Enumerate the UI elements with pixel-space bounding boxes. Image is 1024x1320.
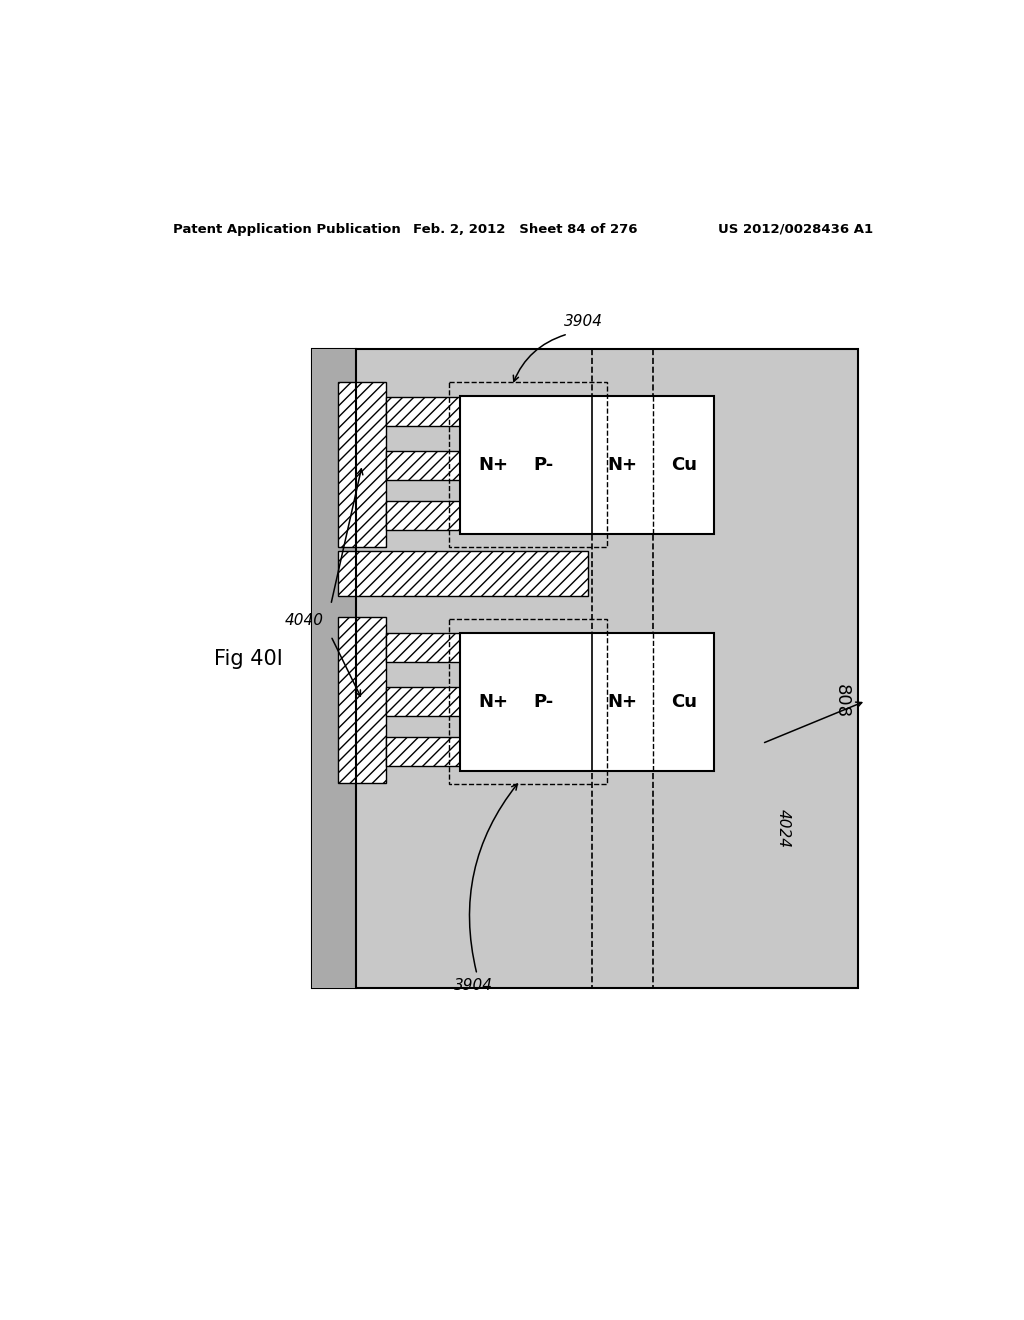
Bar (339, 381, 386, 548)
Bar (386, 502, 462, 531)
Bar (386, 686, 462, 715)
Text: N+: N+ (608, 455, 638, 474)
Bar (339, 552, 589, 595)
Text: 3904: 3904 (564, 314, 603, 330)
Bar (386, 737, 462, 766)
Bar (449, 619, 607, 784)
Bar (339, 618, 386, 783)
Text: 808: 808 (833, 684, 850, 718)
Text: N+: N+ (478, 693, 508, 711)
Text: 3904: 3904 (454, 978, 493, 994)
Text: Fig 40I: Fig 40I (214, 649, 283, 669)
Bar (386, 397, 462, 426)
Text: Cu: Cu (671, 693, 696, 711)
Text: US 2012/0028436 A1: US 2012/0028436 A1 (719, 223, 873, 236)
Bar (311, 350, 356, 989)
Text: N+: N+ (608, 693, 638, 711)
Text: P-: P- (534, 455, 554, 474)
Text: Cu: Cu (671, 455, 696, 474)
Bar (449, 381, 607, 548)
Text: P-: P- (534, 693, 554, 711)
Bar (460, 396, 714, 535)
Text: Feb. 2, 2012   Sheet 84 of 276: Feb. 2, 2012 Sheet 84 of 276 (413, 223, 637, 236)
Text: 4024: 4024 (776, 809, 791, 847)
Text: Patent Application Publication: Patent Application Publication (173, 223, 400, 236)
Bar (460, 632, 714, 771)
Text: N+: N+ (478, 455, 508, 474)
Bar (386, 632, 462, 663)
Bar (386, 451, 462, 480)
Bar (311, 350, 858, 989)
Text: 4040: 4040 (285, 612, 324, 628)
